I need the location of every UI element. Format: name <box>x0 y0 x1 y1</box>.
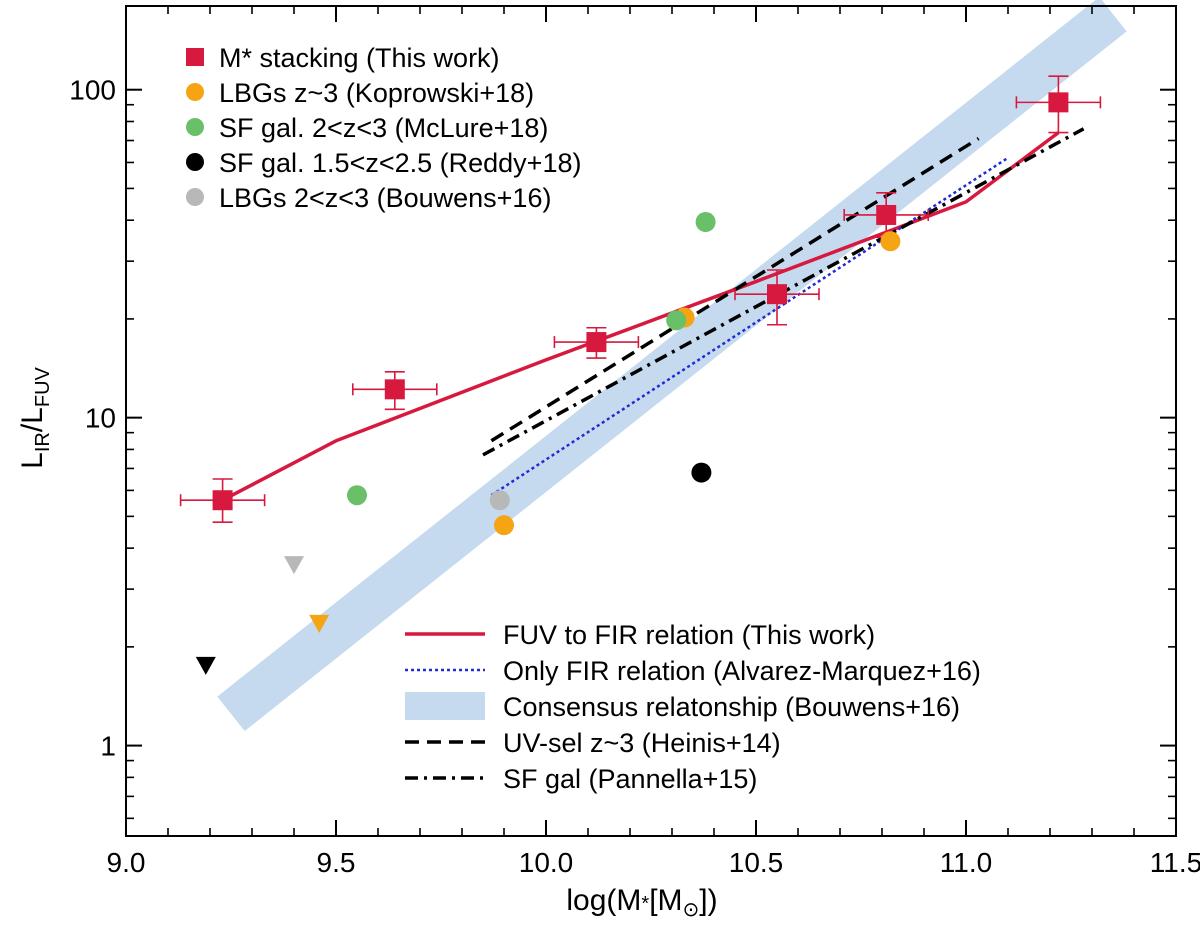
data-points-layer <box>179 75 1102 675</box>
point-3-0 <box>691 462 712 483</box>
legend-marker-circle <box>186 188 204 206</box>
relation-line-1 <box>490 156 1009 497</box>
x-tick-label: 9.0 <box>107 847 146 878</box>
square-marker <box>1048 92 1069 113</box>
relation-line-0 <box>221 131 1060 502</box>
legend-lines: FUV to FIR relation (This work) Only FIR … <box>405 620 981 794</box>
x-tick-label: 10.5 <box>729 847 784 878</box>
square-marker <box>586 332 607 353</box>
plot-frame <box>125 5 1177 837</box>
legend-label: SF gal. 1.5<z<2.5 (Reddy+18) <box>219 148 581 178</box>
point-4-0 <box>489 490 510 511</box>
point-2-0 <box>347 485 367 506</box>
x-tick-label: 11.5 <box>1150 847 1200 878</box>
y-tick-label: 100 <box>69 75 116 106</box>
y-tick-label: 1 <box>100 731 116 762</box>
legend-marker-circle <box>186 83 204 101</box>
legend-label: Only FIR relation (Alvarez-Marquez+16) <box>503 656 981 686</box>
point-2-2 <box>695 212 716 233</box>
stacking-point-5 <box>1015 75 1102 134</box>
point-1-2 <box>880 231 901 252</box>
stacking-point-0 <box>179 478 266 523</box>
square-marker <box>384 379 405 400</box>
x-tick-label: 11.0 <box>940 847 992 878</box>
legend-label: FUV to FIR relation (This work) <box>503 620 875 650</box>
point-2-1 <box>666 310 687 331</box>
legend-label: SF gal (Pannella+15) <box>503 764 757 794</box>
legend-band-swatch <box>405 692 485 720</box>
upper-limit-0 <box>195 656 216 675</box>
legend-markers: M* stacking (This work) LBGs z~3 (Koprows… <box>186 43 581 213</box>
square-marker <box>212 490 233 511</box>
square-marker <box>876 204 897 225</box>
legend-marker-circle <box>186 153 204 171</box>
upper-limit-1 <box>284 556 304 575</box>
x-tick-label: 9.5 <box>317 847 356 878</box>
point-1-0 <box>494 515 514 536</box>
stacking-point-3 <box>734 269 820 326</box>
x-tick-label: 10.0 <box>519 847 574 878</box>
legend-label: LBGs 2<z<3 (Bouwens+16) <box>219 183 551 213</box>
y-tick-label: 10 <box>85 403 116 434</box>
legend-label: Consensus relatonship (Bouwens+16) <box>503 692 960 722</box>
square-marker <box>767 284 787 305</box>
legend-marker-square <box>186 48 204 66</box>
legend-label: M* stacking (This work) <box>219 43 500 73</box>
stacking-point-1 <box>351 370 438 411</box>
legend-label: LBGs z~3 (Koprowski+18) <box>219 78 534 108</box>
consensus-band-layer <box>217 0 1127 732</box>
upper-limit-2 <box>309 614 330 633</box>
stacking-point-2 <box>553 326 640 359</box>
legend-label: SF gal. 2<z<3 (McLure+18) <box>219 113 548 143</box>
consensus-band <box>217 0 1127 732</box>
legend-label: UV-sel z~3 (Heinis+14) <box>503 728 781 758</box>
y-axis-label: LIR/LFUV <box>16 366 54 468</box>
x-axis-label: log(M*[M⊙]) <box>566 884 717 921</box>
axis-ticks-layer: 9.0 9.5 10.0 10.5 11.0 11.5 1 10 100 <box>69 6 1200 878</box>
legend-marker-circle <box>186 118 204 136</box>
